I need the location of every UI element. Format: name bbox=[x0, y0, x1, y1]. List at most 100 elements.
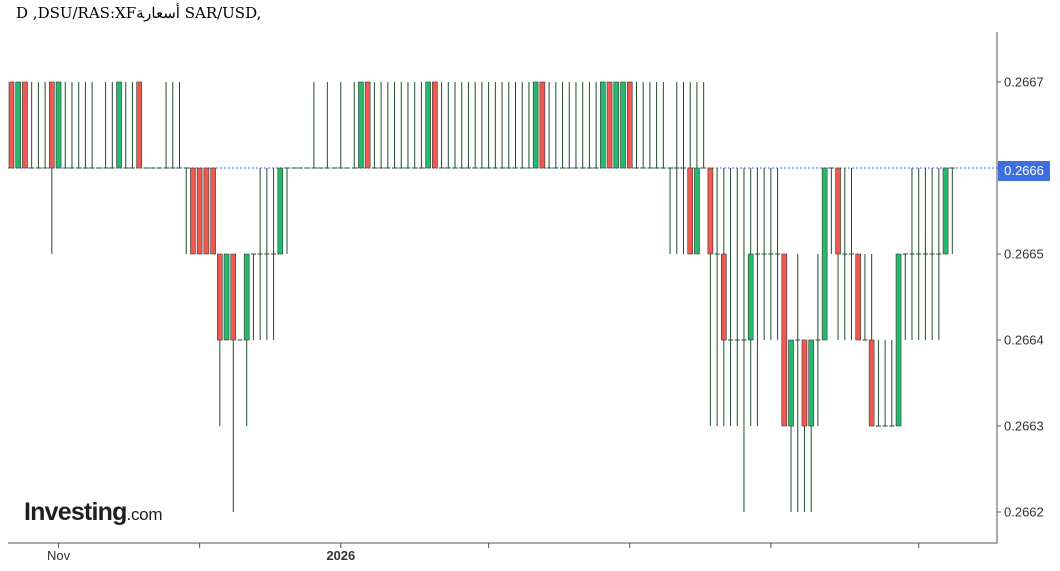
candle bbox=[849, 168, 854, 340]
candle bbox=[701, 82, 707, 169]
candle bbox=[882, 340, 888, 427]
candle bbox=[573, 82, 579, 169]
candle bbox=[123, 82, 129, 169]
candle bbox=[775, 168, 781, 340]
candle bbox=[82, 82, 88, 169]
candle bbox=[801, 339, 808, 512]
candle-body-down bbox=[781, 253, 788, 427]
candle bbox=[183, 167, 189, 254]
candle bbox=[754, 168, 760, 426]
candle bbox=[257, 168, 263, 340]
candle bbox=[264, 168, 270, 340]
candle bbox=[788, 339, 794, 512]
candle bbox=[217, 253, 223, 426]
candle-body-down bbox=[539, 81, 546, 169]
candle bbox=[795, 254, 801, 512]
candle bbox=[170, 82, 176, 169]
candle bbox=[835, 167, 841, 340]
candle bbox=[445, 82, 451, 169]
candle bbox=[230, 253, 237, 512]
candle bbox=[190, 167, 196, 255]
candle bbox=[922, 168, 928, 340]
candle bbox=[55, 81, 62, 169]
candle bbox=[196, 167, 203, 255]
candle bbox=[747, 168, 754, 426]
candle bbox=[465, 82, 471, 169]
candle-body-down bbox=[855, 253, 862, 341]
candle-body-down bbox=[626, 81, 633, 169]
candle bbox=[553, 82, 559, 169]
candle bbox=[223, 253, 230, 341]
candle bbox=[15, 81, 22, 169]
candle bbox=[243, 253, 250, 426]
candle bbox=[459, 82, 465, 169]
candle bbox=[593, 82, 599, 169]
candle bbox=[432, 81, 438, 169]
candle-body-down bbox=[707, 167, 714, 255]
candle bbox=[136, 81, 142, 169]
candle bbox=[660, 82, 666, 169]
candle bbox=[177, 82, 182, 169]
candle bbox=[472, 82, 478, 169]
candle bbox=[714, 168, 720, 426]
candle bbox=[371, 82, 377, 169]
candle bbox=[439, 82, 445, 169]
candle bbox=[895, 253, 902, 427]
candle-body-up bbox=[358, 81, 364, 169]
candle bbox=[728, 168, 734, 426]
candle-body-up bbox=[694, 167, 700, 255]
candle bbox=[203, 167, 210, 255]
candle bbox=[76, 82, 82, 169]
candle bbox=[364, 81, 371, 169]
candle bbox=[405, 82, 411, 169]
candle bbox=[109, 82, 115, 169]
candle bbox=[741, 168, 747, 512]
candle bbox=[499, 82, 505, 169]
candle bbox=[781, 253, 788, 427]
candle bbox=[89, 82, 95, 169]
candle bbox=[392, 82, 398, 169]
axes: 0.2662 0.2663 0.2664 0.2665 0.2667 Nov 2026 bbox=[8, 32, 1044, 563]
candle-body-down bbox=[432, 81, 438, 169]
candle bbox=[506, 82, 512, 169]
candle-body-down bbox=[210, 167, 216, 255]
candle bbox=[486, 82, 492, 169]
logo-suffix: .com bbox=[126, 505, 163, 524]
candle bbox=[351, 82, 357, 169]
candle-body-up bbox=[808, 339, 814, 427]
candle-body-up bbox=[821, 167, 828, 341]
candle bbox=[22, 81, 28, 169]
candle bbox=[311, 82, 317, 169]
candle bbox=[721, 168, 727, 426]
chart-title: D ,DSU/RAS:XFأسعار‍ة SAR/USD, bbox=[16, 4, 262, 22]
candle bbox=[855, 253, 862, 341]
candle bbox=[606, 81, 613, 169]
y-tick-label: 0.2665 bbox=[1004, 247, 1044, 262]
candle bbox=[69, 82, 75, 169]
candle bbox=[949, 167, 955, 254]
candle bbox=[667, 167, 673, 254]
logo-brand: Investing bbox=[24, 498, 127, 526]
candle-body-down bbox=[721, 253, 727, 341]
candle bbox=[761, 168, 767, 340]
candle bbox=[586, 82, 592, 169]
candle-body-up bbox=[942, 167, 949, 255]
candle bbox=[338, 82, 344, 169]
investing-logo: Investing.com bbox=[24, 498, 162, 527]
candle-body-up bbox=[425, 81, 431, 169]
candle bbox=[902, 253, 908, 340]
candle bbox=[385, 82, 391, 169]
candle bbox=[398, 82, 404, 169]
candle-body-up bbox=[620, 81, 626, 169]
candle bbox=[707, 167, 714, 426]
candle bbox=[674, 82, 680, 254]
candle bbox=[539, 81, 546, 169]
candle bbox=[42, 82, 48, 169]
candle bbox=[412, 82, 418, 169]
candle bbox=[526, 82, 532, 169]
candle bbox=[560, 82, 566, 169]
candle bbox=[418, 82, 424, 169]
candle-body-down bbox=[868, 339, 875, 427]
candle-series bbox=[8, 81, 955, 512]
